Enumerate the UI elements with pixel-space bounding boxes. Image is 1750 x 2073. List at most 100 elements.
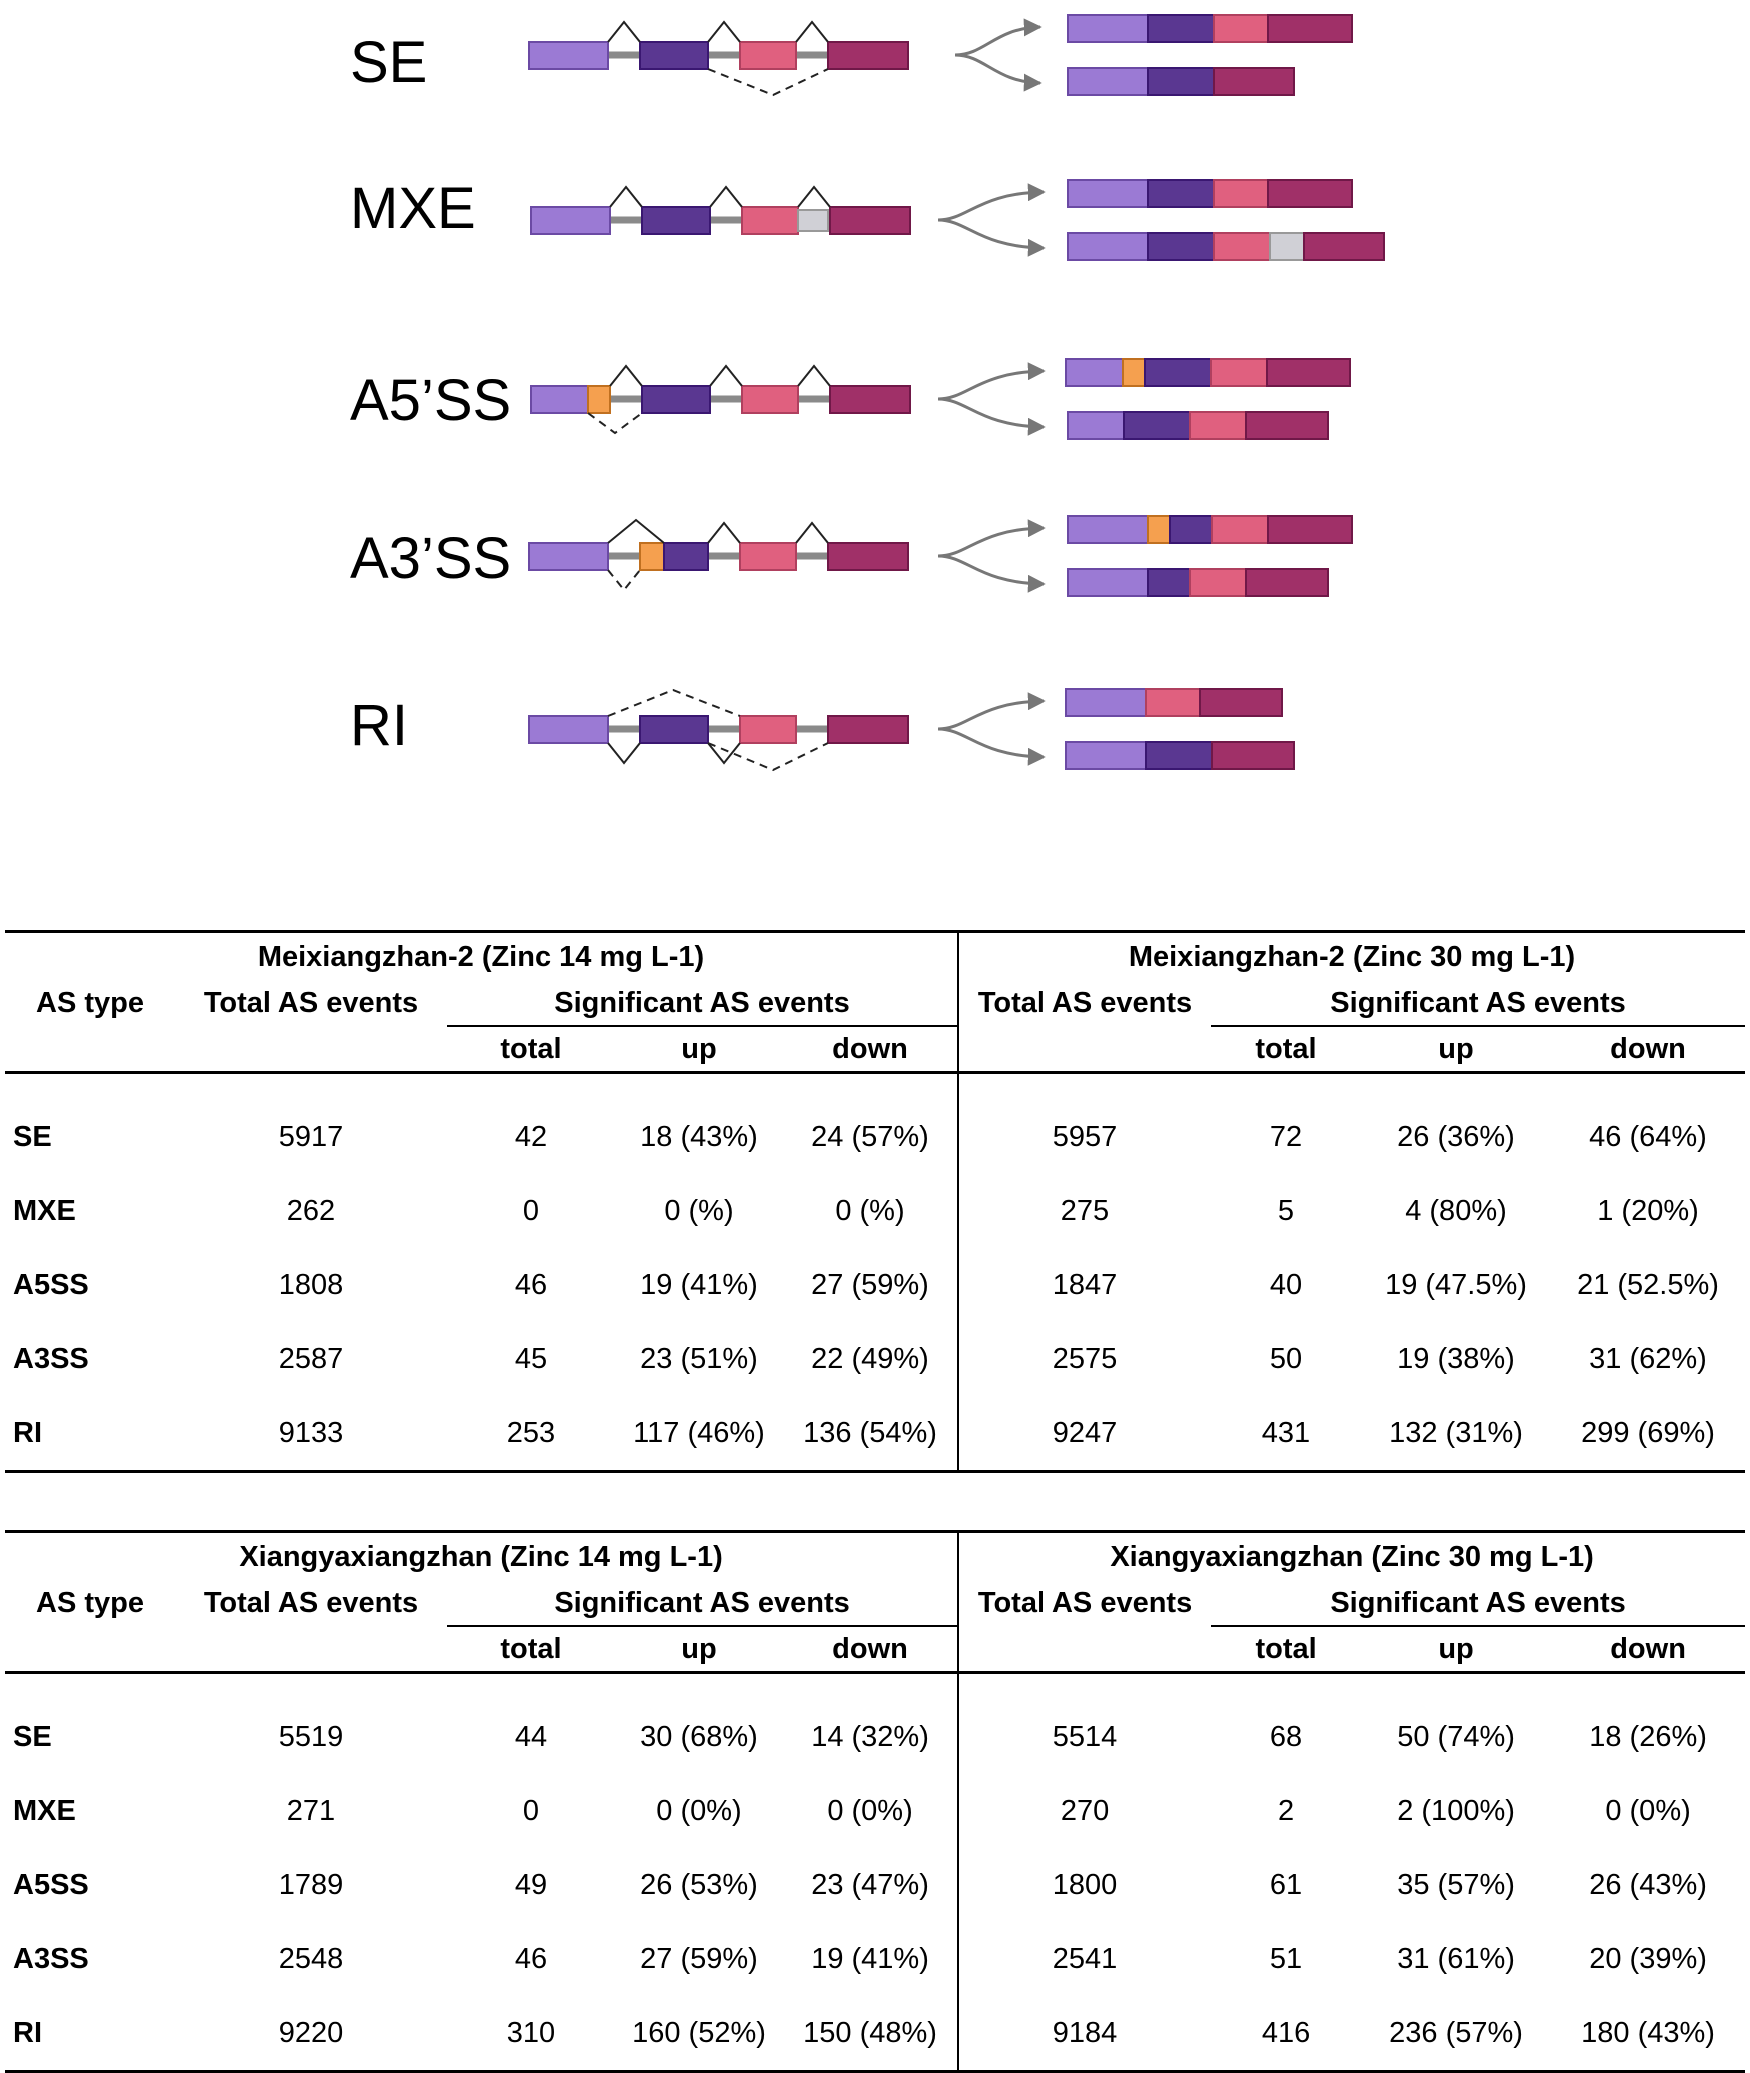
splice-junction	[707, 521, 741, 544]
table-row: A3SS 2548 46 27 (59%) 19 (41%) 2541 51 3…	[5, 1922, 1745, 1996]
col-total-as-right: Total AS events	[977, 1587, 1193, 1619]
col-up-right: up	[1361, 1626, 1552, 1674]
col-significant: Significant AS events	[447, 981, 959, 1027]
table-row: MXE 262 0 0 (%) 0 (%) 275 5 4 (80%) 1 (2…	[5, 1174, 1745, 1248]
exon-2	[641, 385, 711, 414]
table-row: MXE 271 0 0 (0%) 0 (0%) 270 2 2 (100%) 0…	[5, 1774, 1745, 1848]
exon-1	[528, 715, 609, 744]
col-as-type: AS type	[36, 1587, 144, 1619]
col-as-type: AS type	[36, 987, 144, 1019]
exon-1	[530, 206, 611, 235]
isoform-2	[1067, 411, 1329, 440]
diagram-row-ri: RI	[350, 688, 1295, 772]
isoform-2	[1067, 568, 1329, 597]
table-row: SE 5519 44 30 (68%) 14 (32%) 5514 68 50 …	[5, 1700, 1745, 1774]
arrow-lower	[937, 397, 1046, 436]
exon-3	[739, 41, 797, 70]
left-title: Xiangyaxiangzhan (Zinc 14 mg L-1)	[5, 1530, 960, 1581]
table-row: SE 5917 42 18 (43%) 24 (57%) 5957 72 26 …	[5, 1100, 1745, 1174]
table-row: A3SS 2587 45 23 (51%) 22 (49%) 2575 50 1…	[5, 1322, 1745, 1396]
isoform-1	[1067, 14, 1353, 43]
as-type-diagram: SE MXE	[350, 14, 1385, 772]
splice-junction	[607, 742, 641, 765]
col-total-right: total	[1211, 1626, 1362, 1674]
arrow-lower	[937, 727, 1046, 766]
arrow-lower	[954, 53, 1042, 92]
col-significant: Significant AS events	[447, 1581, 960, 1627]
col-down: down	[783, 1626, 960, 1674]
diagram-label-ri: RI	[350, 693, 408, 758]
exon-2	[639, 715, 709, 744]
right-title: Xiangyaxiangzhan (Zinc 30 mg L-1)	[958, 1530, 1746, 1581]
splice-junction	[795, 20, 829, 43]
alt-splice-junction	[707, 68, 829, 97]
exon-3	[741, 206, 799, 235]
diagram-label-se: SE	[350, 30, 427, 95]
splice-junction	[607, 20, 641, 43]
isoform-1	[1067, 515, 1353, 544]
exon-4	[827, 41, 909, 70]
col-up-right: up	[1361, 1026, 1551, 1074]
col-up: up	[615, 1026, 783, 1074]
diagram-row-a3ss: A3’SS	[350, 515, 1353, 597]
diagram-row-a5ss: A5’SS	[350, 358, 1351, 440]
right-title: Meixiangzhan-2 (Zinc 30 mg L-1)	[958, 930, 1746, 981]
arrow-upper	[954, 18, 1042, 57]
exon-2	[641, 206, 711, 235]
splice-junction	[707, 742, 741, 765]
arrow-upper	[937, 519, 1046, 558]
isoform-1	[1065, 688, 1283, 717]
left-title: Meixiangzhan-2 (Zinc 14 mg L-1)	[5, 930, 959, 981]
splice-junction	[795, 521, 829, 544]
table-meixiangzhan: Meixiangzhan-2 (Zinc 14 mg L-1) Meixiang…	[5, 930, 1746, 1473]
exon-4	[829, 385, 911, 414]
table-row: A5SS 1808 46 19 (41%) 27 (59%) 1847 40 1…	[5, 1248, 1745, 1322]
splice-junction	[797, 364, 831, 387]
exon-1	[530, 385, 589, 414]
alt-splice-junction	[707, 742, 829, 772]
diagram-label-mxe: MXE	[350, 176, 476, 241]
diagram-row-mxe: MXE	[350, 176, 1385, 261]
exon-1	[528, 41, 609, 70]
exon-alt-orange	[639, 542, 665, 571]
exon-alt-orange	[587, 385, 611, 414]
col-total-as: Total AS events	[203, 987, 419, 1019]
isoform-2	[1067, 232, 1385, 261]
diagram-row-se: SE	[350, 14, 1353, 97]
splice-junction	[609, 185, 643, 208]
arrow-upper	[937, 692, 1046, 731]
isoform-1	[1065, 358, 1351, 387]
table-row: A5SS 1789 49 26 (53%) 23 (47%) 1800 61 3…	[5, 1848, 1745, 1922]
splice-junction	[609, 364, 643, 387]
arrow-upper	[937, 183, 1046, 222]
alt-splice-junction	[607, 569, 641, 592]
exon-3	[741, 385, 799, 414]
col-total: total	[447, 1626, 615, 1674]
col-down-right: down	[1551, 1626, 1746, 1674]
splice-junction	[709, 364, 743, 387]
exon-4	[827, 542, 909, 571]
splice-junction	[709, 185, 743, 208]
col-significant-right: Significant AS events	[1211, 981, 1746, 1027]
col-total-right: total	[1211, 1026, 1361, 1074]
arrow-lower	[937, 218, 1046, 257]
table-xiangyaxiangzhan: Xiangyaxiangzhan (Zinc 14 mg L-1) Xiangy…	[5, 1530, 1746, 2073]
diagram-label-a5ss: A5’SS	[350, 368, 511, 433]
splice-junction	[797, 185, 831, 208]
arrow-lower	[937, 554, 1046, 593]
col-down: down	[783, 1026, 959, 1074]
splice-junction	[707, 20, 741, 43]
table-row: RI 9220 310 160 (52%) 150 (48%) 9184 416…	[5, 1996, 1746, 2073]
col-down-right: down	[1551, 1026, 1746, 1074]
col-total: total	[447, 1026, 615, 1074]
alt-splice-junction	[587, 412, 643, 435]
exon-3	[739, 715, 797, 744]
col-significant-right: Significant AS events	[1211, 1581, 1746, 1627]
exon-2	[639, 41, 709, 70]
isoform-2	[1067, 67, 1295, 96]
alt-splice-junction	[607, 688, 741, 717]
exon-2	[663, 542, 709, 571]
col-total-as: Total AS events	[203, 1587, 419, 1619]
exon-alt-gray	[797, 209, 829, 232]
arrow-upper	[937, 362, 1046, 401]
